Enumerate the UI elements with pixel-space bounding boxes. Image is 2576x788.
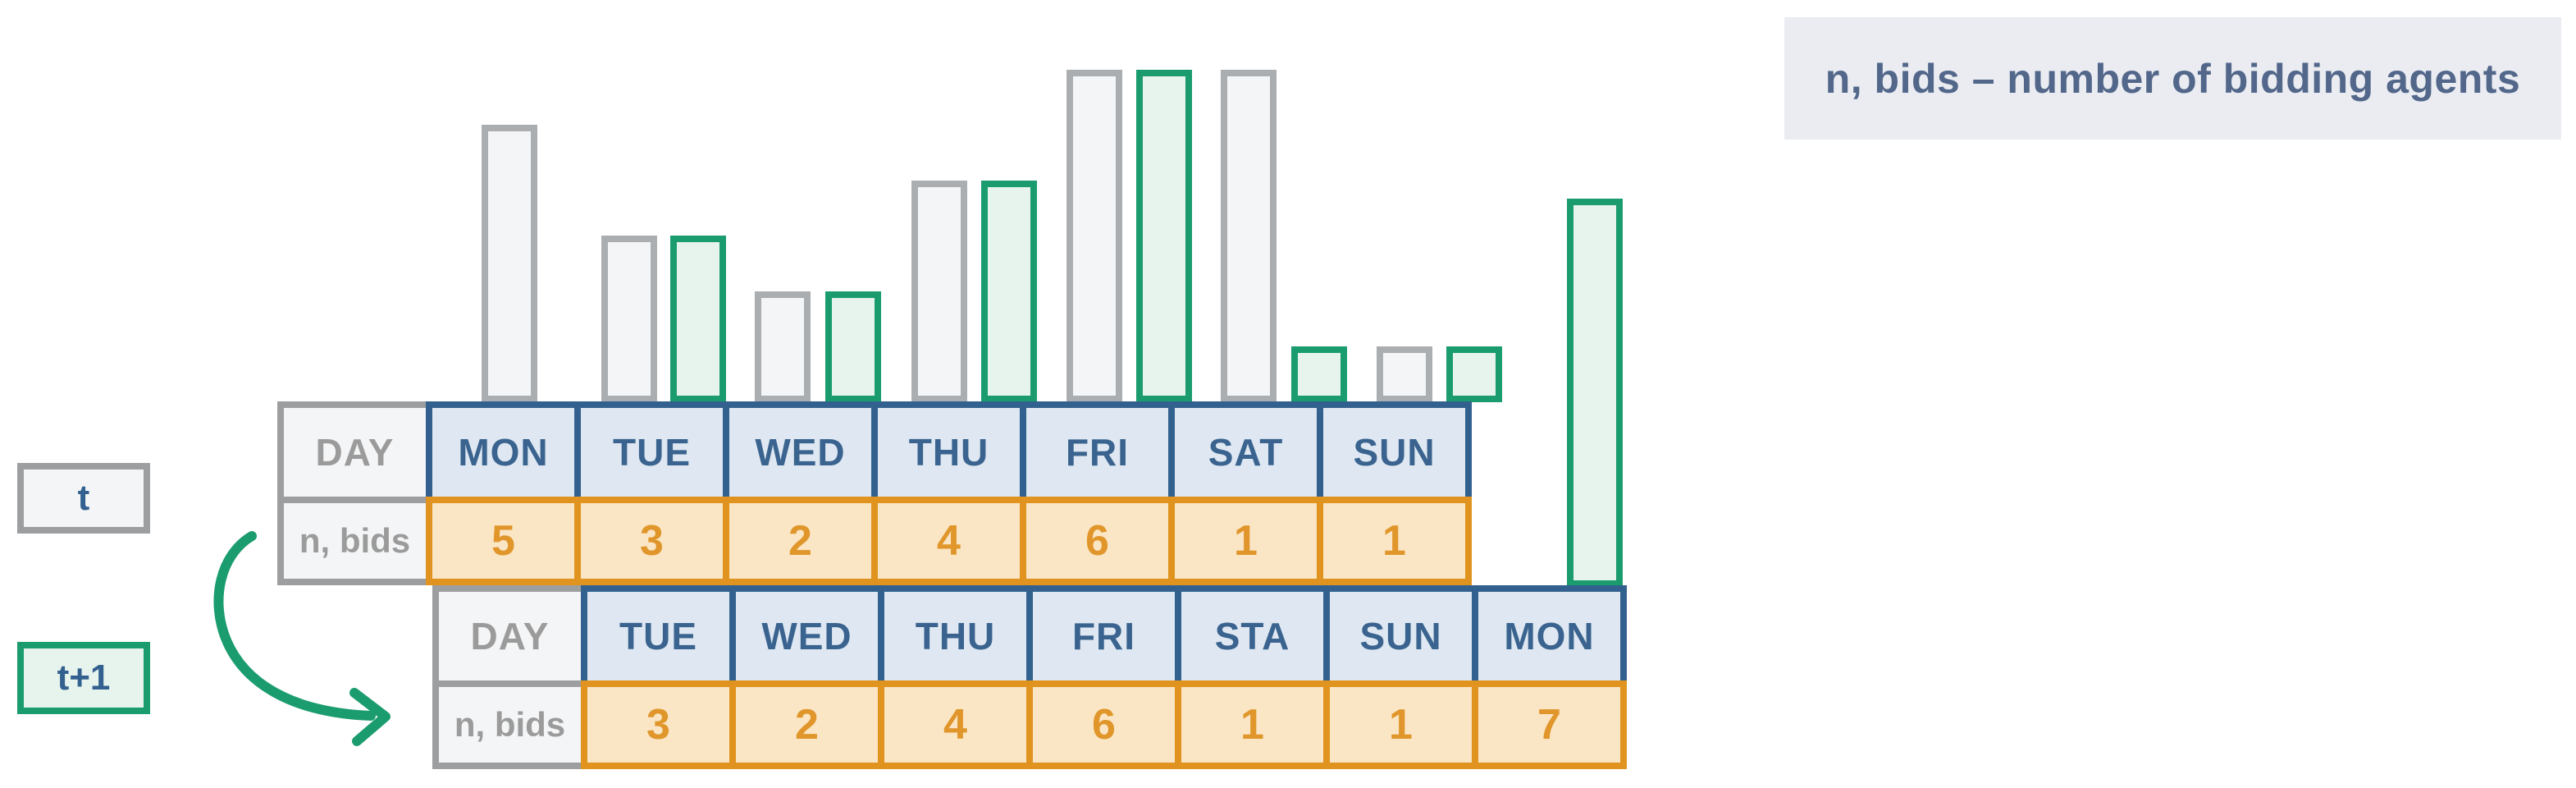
bars-layer-week-t1 [1567,199,1623,587]
row-label-cell: n, bids [277,497,432,585]
corner-cell: DAY [277,401,432,503]
bar-t-tue [601,236,657,402]
value-cell: 4 [878,680,1033,769]
bar-t-wed [755,291,811,402]
value-cell: 3 [574,497,729,585]
value-cell: 6 [1026,680,1181,769]
value-cell: 2 [723,497,878,585]
bar-t1-sun [1446,346,1502,402]
legend-t-label: t [77,478,90,518]
bar-t-sat [1221,70,1277,402]
table-week-t1-values-row: n, bids 3 2 4 6 1 1 7 [432,680,1627,769]
table-week-t1-header-row: DAY TUE WED THU FRI STA SUN MON [432,585,1627,687]
value-cell: 1 [1317,497,1472,585]
table-week-t: DAY MON TUE WED THU FRI SAT SUN n, bids … [277,401,1472,585]
day-cell: THU [871,401,1026,503]
corner-cell: DAY [432,585,587,687]
day-cell: WED [729,585,884,687]
bar-t-mon [482,125,537,402]
day-cell: SAT [1168,401,1323,503]
bar-t1-thu [981,181,1037,402]
day-cell: FRI [1026,585,1181,687]
value-cell: 1 [1323,680,1478,769]
value-cell: 4 [871,497,1026,585]
note-box: n, bids – number of bidding agents [1784,17,2561,140]
day-cell: WED [723,401,878,503]
legend-t-plus-1-label: t+1 [57,657,111,698]
day-cell: SUN [1323,585,1478,687]
day-cell: TUE [581,585,736,687]
value-cell: 3 [581,680,736,769]
bar-t-sun [1377,346,1432,402]
day-cell: SUN [1317,401,1472,503]
legend-box-t-plus-1: t+1 [17,642,150,714]
day-cell: MON [426,401,581,503]
bar-t1-mon-next [1567,199,1623,587]
value-cell: 5 [426,497,581,585]
value-cell: 6 [1020,497,1175,585]
bar-t1-tue [670,236,726,402]
bars-layer-week-t [482,70,1502,402]
bar-t-fri [1066,70,1122,402]
row-label-cell: n, bids [432,680,587,769]
day-cell: STA [1175,585,1330,687]
legend-box-t: t [17,463,150,534]
table-week-t-header-row: DAY MON TUE WED THU FRI SAT SUN [277,401,1472,503]
day-cell: THU [878,585,1033,687]
bar-t-thu [911,181,967,402]
day-cell: TUE [574,401,729,503]
day-cell: FRI [1020,401,1175,503]
table-week-t-plus-1: DAY TUE WED THU FRI STA SUN MON n, bids … [432,585,1627,769]
table-week-t-values-row: n, bids 5 3 2 4 6 1 1 [277,497,1472,585]
bar-t1-sat [1291,346,1347,402]
value-cell: 1 [1175,680,1330,769]
value-cell: 7 [1472,680,1627,769]
bar-t1-fri [1136,70,1192,402]
bar-t1-wed [825,291,881,402]
value-cell: 1 [1168,497,1323,585]
day-cell: MON [1472,585,1627,687]
note-text: n, bids – number of bidding agents [1825,55,2521,102]
value-cell: 2 [729,680,884,769]
